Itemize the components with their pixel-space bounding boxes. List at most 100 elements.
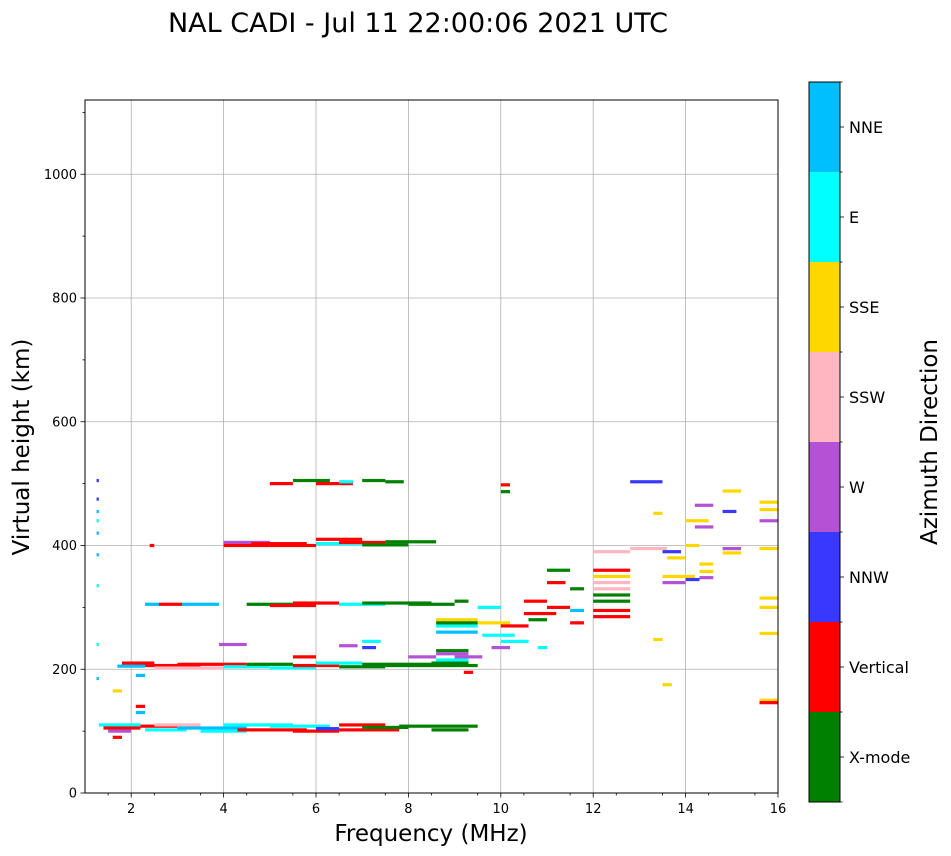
trace-segment bbox=[667, 556, 686, 560]
trace-segment bbox=[593, 581, 631, 585]
trace-segment bbox=[593, 550, 631, 554]
trace-segment bbox=[500, 624, 529, 628]
trace-segment bbox=[154, 666, 224, 670]
trace-segment bbox=[593, 615, 631, 619]
trace-segment bbox=[699, 569, 714, 574]
trace-segment bbox=[630, 480, 663, 484]
trace-segment bbox=[630, 546, 668, 551]
plot-frame bbox=[84, 99, 779, 794]
trace-segment bbox=[722, 489, 742, 493]
trace-segment bbox=[722, 546, 742, 551]
y-axis-label: Virtual height (km) bbox=[9, 339, 35, 556]
x-axis-label: Frequency (MHz) bbox=[334, 821, 527, 847]
azimuth-colorbar: X-mode Vertical NNW W SSW SSE E NNE bbox=[808, 81, 910, 803]
trace-segment bbox=[593, 608, 631, 613]
trace-segment bbox=[145, 602, 159, 606]
trace-segment bbox=[759, 508, 778, 512]
trace-segment bbox=[96, 531, 99, 535]
trace-segment bbox=[269, 543, 316, 548]
trace-segment bbox=[454, 655, 483, 659]
trace-segment bbox=[339, 728, 400, 732]
trace-segment bbox=[149, 543, 155, 548]
trace-segment bbox=[463, 670, 474, 674]
trace-segment bbox=[112, 735, 122, 739]
trace-segment bbox=[570, 587, 584, 591]
y-tick-label: 1000 bbox=[44, 168, 77, 183]
trace-segment bbox=[177, 662, 247, 666]
trace-segment bbox=[408, 655, 437, 659]
trace-segment bbox=[436, 621, 478, 625]
trace-segment bbox=[96, 676, 99, 681]
trace-segment bbox=[96, 584, 99, 588]
trace-segment bbox=[699, 562, 714, 566]
trace-segment bbox=[593, 568, 631, 572]
trace-segment bbox=[436, 649, 469, 653]
trace-segment bbox=[759, 546, 778, 551]
trace-segment bbox=[362, 639, 381, 644]
trace-segment bbox=[154, 723, 201, 727]
trace-segment bbox=[547, 605, 571, 609]
x-tick-label: 6 bbox=[312, 802, 320, 817]
trace-segment bbox=[662, 550, 681, 554]
trace-segment bbox=[436, 624, 478, 628]
trace-segment bbox=[339, 540, 386, 545]
trace-segment bbox=[177, 726, 247, 730]
colorbar-tick-label: SSW bbox=[849, 388, 885, 407]
trace-segment bbox=[477, 605, 501, 609]
x-tick-label: 14 bbox=[677, 802, 694, 817]
colorbar-tick-label: NNE bbox=[849, 118, 883, 137]
y-axis-ticks: 0 200 400 600 800 1000 bbox=[44, 111, 85, 802]
trace-segment bbox=[316, 661, 363, 665]
x-tick-label: 12 bbox=[585, 802, 602, 817]
colorbar-segment bbox=[809, 172, 840, 262]
trace-segment bbox=[759, 698, 778, 702]
trace-segment bbox=[158, 602, 183, 606]
trace-segment bbox=[523, 611, 557, 616]
trace-segment bbox=[547, 581, 566, 585]
trace-segment bbox=[292, 601, 340, 605]
trace-segment bbox=[759, 596, 778, 600]
colorbar-segment bbox=[809, 712, 840, 802]
trace-segment bbox=[339, 644, 358, 648]
y-tick-label: 800 bbox=[52, 292, 77, 307]
trace-segment bbox=[722, 509, 737, 514]
trace-segment bbox=[96, 509, 99, 514]
colorbar-segment bbox=[809, 442, 840, 532]
trace-segment bbox=[722, 551, 742, 555]
trace-segment bbox=[593, 599, 631, 603]
trace-segment bbox=[662, 581, 686, 585]
trace-segment bbox=[759, 500, 778, 504]
trace-segment bbox=[292, 478, 330, 483]
trace-segment bbox=[685, 519, 709, 523]
trace-segment bbox=[436, 618, 478, 622]
trace-segment bbox=[182, 602, 219, 606]
y-tick-label: 600 bbox=[52, 415, 77, 430]
trace-segment bbox=[385, 480, 404, 484]
trace-segment bbox=[547, 568, 571, 572]
trace-segment bbox=[385, 663, 478, 668]
trace-segment bbox=[121, 661, 155, 665]
trace-segment bbox=[96, 497, 99, 501]
trace-segment bbox=[269, 482, 293, 486]
trace-segment bbox=[339, 665, 386, 669]
trace-segment bbox=[292, 729, 340, 733]
trace-segment bbox=[759, 701, 778, 705]
trace-segment bbox=[135, 704, 146, 708]
x-tick-label: 8 bbox=[404, 802, 412, 817]
colorbar-tick-label: X-mode bbox=[849, 748, 910, 767]
trace-segment bbox=[292, 663, 340, 668]
trace-segment bbox=[570, 608, 584, 613]
trace-segment bbox=[292, 655, 316, 659]
trace-segment bbox=[200, 729, 247, 733]
trace-segment bbox=[339, 723, 386, 727]
trace-segment bbox=[362, 725, 409, 730]
trace-segment bbox=[662, 683, 672, 687]
trace-segment bbox=[96, 478, 99, 483]
colorbar-segment bbox=[809, 352, 840, 442]
colorbar-tick-label: SSE bbox=[849, 298, 879, 317]
trace-segment bbox=[537, 645, 547, 650]
trace-segment bbox=[108, 729, 132, 733]
trace-segment bbox=[759, 605, 778, 609]
trace-segment bbox=[436, 658, 469, 662]
